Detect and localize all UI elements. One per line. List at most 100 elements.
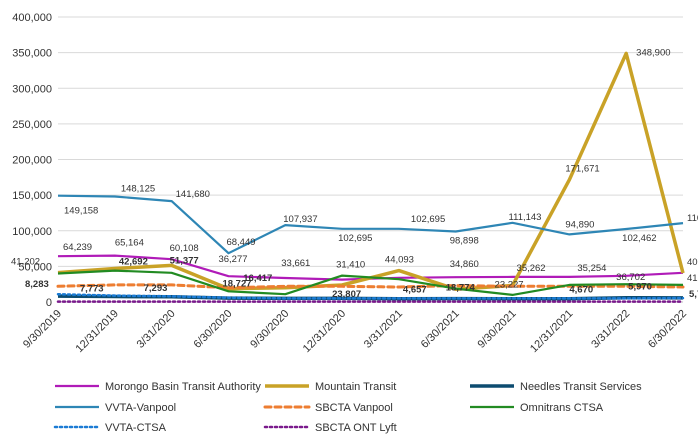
data-point (114, 294, 116, 296)
data-point (170, 300, 172, 302)
data-label: 102,695 (411, 214, 445, 225)
data-point (398, 228, 400, 230)
legend-label: Omnitrans CTSA (520, 402, 604, 414)
legend-label: SBCTA ONT Lyft (315, 422, 397, 434)
legend-label: SBCTA Vanpool (315, 402, 393, 414)
data-point (114, 195, 116, 197)
y-tick-label: 200,000 (12, 155, 52, 167)
data-label: 36,277 (218, 254, 247, 265)
data-point (682, 286, 684, 288)
data-point (455, 276, 457, 278)
data-label: 41,022 (687, 273, 698, 284)
data-point (568, 276, 570, 278)
data-point (57, 293, 59, 295)
data-label: 7,293 (144, 283, 168, 294)
data-label: 107,937 (283, 214, 317, 225)
data-point (227, 300, 229, 302)
y-tick-label: 250,000 (12, 119, 52, 131)
data-point (625, 300, 627, 302)
data-point (398, 269, 400, 271)
data-label: 64,239 (63, 242, 92, 253)
legend-label: Needles Transit Services (520, 381, 642, 393)
data-label: 68,449 (226, 237, 255, 248)
legend: Morongo Basin Transit Authority Mountain … (53, 381, 642, 434)
data-point (57, 285, 59, 287)
data-label: 4,657 (403, 285, 427, 296)
data-label: 41,202 (11, 257, 40, 268)
data-point (227, 275, 229, 277)
data-label: 102,462 (622, 233, 656, 244)
data-label: 94,890 (565, 219, 594, 230)
data-point (398, 300, 400, 302)
data-label: 110,682 (687, 213, 698, 224)
data-point (568, 297, 570, 299)
data-point (114, 284, 116, 286)
x-tick-label: 6/30/2020 (191, 308, 234, 351)
y-tick-label: 350,000 (12, 48, 52, 60)
data-labels: 64,239 65,164 60,108 36,277 33,661 31,410 34,8… (11, 47, 698, 300)
data-point (341, 274, 343, 276)
x-tick-label: 3/31/2020 (135, 308, 178, 351)
y-tick-label: 0 (46, 297, 52, 309)
data-label: 33,661 (281, 258, 310, 269)
data-point (341, 278, 343, 280)
data-point (625, 283, 627, 285)
y-tick-label: 300,000 (12, 83, 52, 95)
data-point (511, 300, 513, 302)
data-point (284, 300, 286, 302)
data-label: 18,727 (222, 279, 251, 290)
data-point (170, 272, 172, 274)
x-tick-label: 6/30/2022 (646, 308, 689, 351)
data-point (511, 276, 513, 278)
legend-label: VVTA-CTSA (105, 422, 167, 434)
data-label: 4,670 (569, 285, 593, 296)
y-tick-label: 150,000 (12, 190, 52, 202)
data-point (398, 278, 400, 280)
data-label: 18,774 (446, 283, 476, 294)
series-line (56, 292, 685, 300)
data-point (227, 297, 229, 299)
data-point (511, 297, 513, 299)
series-lines (56, 51, 685, 303)
data-label: 5,970 (628, 282, 652, 293)
data-point (568, 233, 570, 235)
series-line (56, 283, 685, 290)
data-label: 51,377 (170, 255, 199, 266)
data-point (114, 269, 116, 271)
data-point (511, 294, 513, 296)
data-label: 148,125 (121, 183, 155, 194)
data-point (284, 293, 286, 295)
data-point (57, 300, 59, 302)
data-label: 36,702 (616, 272, 645, 283)
x-tick-label: 9/30/2019 (21, 308, 64, 351)
data-label: 42,692 (119, 257, 148, 268)
data-point (682, 297, 684, 299)
legend-label: Morongo Basin Transit Authority (105, 381, 261, 393)
data-label: 7,773 (80, 283, 104, 294)
data-point (170, 295, 172, 297)
data-point (170, 284, 172, 286)
data-point (341, 300, 343, 302)
y-tick-label: 400,000 (12, 12, 52, 24)
data-label: 16,417 (243, 273, 272, 284)
data-label: 65,164 (115, 238, 144, 249)
data-point (568, 300, 570, 302)
x-tick-label: 3/31/2021 (362, 308, 405, 351)
data-label: 31,410 (336, 260, 365, 271)
data-point (455, 230, 457, 232)
data-label: 171,671 (565, 164, 599, 175)
data-point (114, 267, 116, 269)
data-point (398, 286, 400, 288)
data-point (682, 272, 684, 274)
x-tick-label: 12/31/2019 (74, 308, 121, 355)
data-point (57, 255, 59, 257)
data-label: 34,860 (450, 259, 479, 270)
data-label: 23,227 (495, 279, 524, 290)
data-point (114, 254, 116, 256)
data-point (170, 200, 172, 202)
legend-label: VVTA-Vanpool (105, 402, 176, 414)
y-tick-label: 100,000 (12, 226, 52, 238)
y-tick-label: 50,000 (18, 261, 52, 273)
x-tick-label: 9/30/2021 (476, 308, 519, 351)
legend-label: Mountain Transit (315, 381, 396, 393)
